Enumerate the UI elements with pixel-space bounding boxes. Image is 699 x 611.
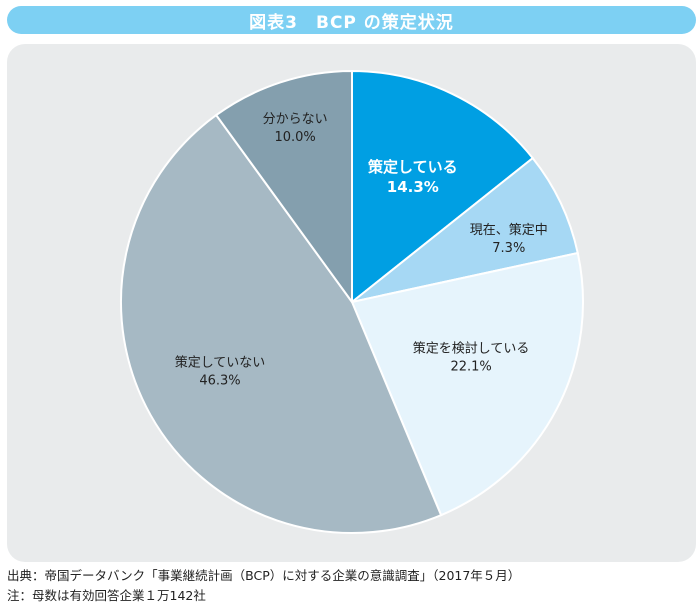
pie-slice-considering (350, 251, 585, 517)
slice-label-not-developed: 策定していない (175, 355, 266, 371)
slice-value-considering: 22.1% (450, 360, 491, 375)
chart-title: 図表3 BCP の策定状況 (249, 12, 454, 33)
slice-value-developed: 14.3% (387, 178, 439, 196)
pie-slice-not-developed (120, 113, 443, 534)
pie-slice-developed (351, 69, 535, 305)
pie-slice-in-progress (351, 156, 579, 303)
pie-slice-unknown (214, 69, 353, 306)
slice-label-developed: 策定している (367, 158, 458, 176)
source-note: 出典：帝国データバンク「事業継続計画（BCP）に対する企業の意識調査」（2017… (7, 568, 521, 583)
pie-chart: 策定している 14.3% 現在、策定中 7.3% 策定を検討している 22.1% 策定してい… (120, 69, 585, 534)
chart-panel: 策定している 14.3% 現在、策定中 7.3% 策定を検討している 22.1% 策定してい… (7, 44, 696, 562)
title-bar: 図表3 BCP の策定状況 (7, 6, 696, 34)
slice-value-unknown: 10.0% (274, 130, 315, 145)
slice-value-not-developed: 46.3% (199, 374, 240, 389)
slice-label-in-progress: 現在、策定中 (470, 222, 548, 238)
footer: 出典：帝国データバンク「事業継続計画（BCP）に対する企業の意識調査」（2017… (7, 566, 696, 606)
sample-note: 注：母数は有効回答企業１万142社 (7, 588, 206, 603)
slice-label-considering: 策定を検討している (413, 341, 530, 357)
slice-value-in-progress: 7.3% (492, 241, 525, 256)
slice-label-unknown: 分からない (263, 112, 328, 127)
